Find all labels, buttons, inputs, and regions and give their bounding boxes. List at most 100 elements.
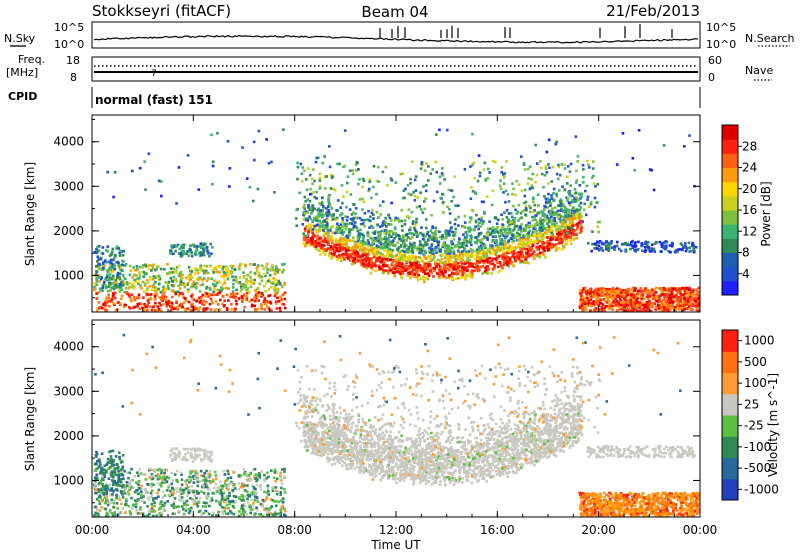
range-gate-cell [414, 255, 418, 259]
range-gate-cell [411, 270, 414, 274]
range-gate-cell [422, 243, 426, 247]
range-gate-cell [105, 268, 109, 272]
range-gate-cell [429, 269, 433, 273]
range-gate-cell [562, 210, 566, 213]
range-gate-cell [221, 302, 224, 306]
range-gate-cell [174, 292, 178, 296]
range-gate-cell [445, 236, 448, 239]
range-gate-cell [459, 265, 463, 269]
range-gate-cell [457, 204, 460, 207]
range-gate-cell [448, 221, 452, 224]
range-gate-cell [494, 253, 498, 257]
range-gate-cell [401, 257, 404, 261]
range-gate-cell [135, 274, 138, 277]
range-gate-cell [374, 236, 377, 240]
range-gate-cell [109, 288, 112, 292]
range-gate-cell [412, 220, 415, 223]
range-gate-cell [563, 188, 567, 191]
range-gate-cell [663, 302, 667, 306]
range-gate-cell [383, 245, 387, 249]
range-gate-cell [320, 243, 323, 247]
range-gate-cell [640, 297, 643, 301]
range-gate-cell [366, 257, 369, 261]
range-gate-cell [378, 204, 382, 207]
range-gate-cell [153, 294, 157, 298]
range-gate-cell [360, 218, 364, 222]
range-gate-cell [595, 302, 599, 306]
range-gate-cell [614, 288, 617, 291]
range-gate-cell [329, 229, 332, 232]
range-gate-cell [474, 250, 478, 253]
range-gate-cell [444, 230, 447, 234]
range-gate-cell [435, 190, 439, 194]
range-gate-cell [200, 269, 203, 273]
range-gate-cell [439, 259, 442, 263]
range-gate-cell [579, 223, 582, 227]
range-gate-cell [336, 199, 340, 202]
range-gate-cell [106, 245, 110, 248]
range-gate-cell [138, 265, 142, 269]
range-gate-cell [107, 293, 110, 297]
range-gate-cell [144, 265, 148, 268]
range-gate-cell [604, 305, 608, 308]
range-gate-cell [523, 209, 526, 212]
range-gate-cell [124, 277, 127, 281]
range-gate-cell [547, 242, 551, 246]
range-gate-cell [582, 181, 585, 184]
range-gate-cell [372, 217, 375, 220]
range-gate-cell [528, 247, 531, 250]
range-gate-cell [523, 238, 527, 241]
range-gate-cell [387, 247, 390, 251]
range-gate-cell [669, 296, 673, 300]
range-gate-cell [389, 219, 393, 223]
range-gate-cell [585, 299, 589, 302]
range-gate-cell [198, 245, 201, 248]
range-gate-cell [246, 287, 250, 290]
range-gate-cell [502, 255, 505, 259]
range-gate-cell [432, 239, 436, 243]
range-gate-cell [448, 253, 452, 257]
range-gate-cell [157, 274, 161, 278]
range-gate-cell [420, 162, 423, 166]
range-gate-cell [454, 261, 458, 264]
range-gate-cell [196, 278, 200, 281]
range-gate-cell [572, 207, 575, 210]
range-gate-cell [337, 253, 341, 257]
range-gate-cell [427, 260, 431, 264]
range-gate-cell [202, 247, 205, 251]
range-gate-cell [498, 234, 501, 238]
range-gate-cell [419, 277, 423, 281]
range-gate-cell [580, 195, 583, 199]
range-gate-cell [534, 218, 537, 222]
range-gate-cell [681, 297, 685, 300]
range-gate-cell [542, 227, 546, 231]
range-gate-cell [118, 249, 122, 253]
range-gate-cell [419, 208, 423, 211]
range-gate-cell [401, 229, 404, 232]
range-gate-cell [407, 255, 411, 259]
range-gate-cell [599, 298, 602, 301]
range-gate-cell [449, 247, 453, 250]
range-gate-cell [473, 269, 476, 273]
range-gate-cell [352, 224, 356, 227]
range-gate-cell [402, 239, 406, 242]
range-gate-cell [254, 294, 258, 297]
range-gate-cell [318, 202, 322, 205]
range-gate-cell [494, 160, 497, 164]
range-gate-cell [346, 222, 349, 226]
range-gate-cell [315, 219, 318, 222]
range-gate-cell [345, 255, 349, 259]
range-gate-cell [325, 239, 329, 243]
range-gate-cell [232, 294, 236, 298]
range-gate-cell [408, 267, 411, 271]
range-gate-cell [396, 217, 400, 220]
range-gate-cell [324, 207, 328, 210]
range-gate-cell [403, 269, 407, 272]
range-gate-cell [151, 267, 155, 271]
range-gate-cell [533, 215, 536, 219]
range-gate-cell [606, 296, 610, 299]
range-gate-cell [555, 247, 559, 251]
range-gate-cell [149, 278, 152, 281]
range-gate-cell [669, 308, 672, 311]
range-gate-cell [486, 238, 489, 241]
